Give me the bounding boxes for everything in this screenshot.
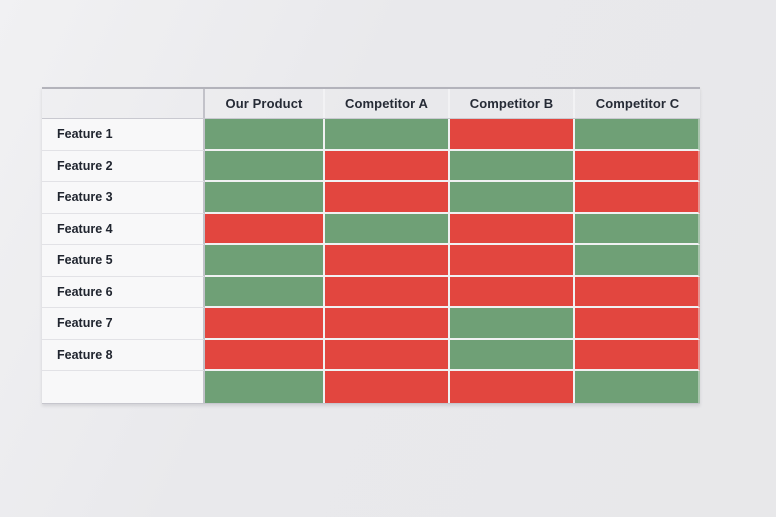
table-row: Feature 4 [42, 213, 700, 245]
table-header-row: Our Product Competitor A Competitor B Compe… [42, 89, 700, 119]
table-row: Feature 6 [42, 276, 700, 308]
status-cell-no [450, 276, 575, 308]
status-cell-yes [575, 119, 700, 151]
table-row: Feature 3 [42, 182, 700, 214]
feature-label: Feature 1 [42, 119, 205, 151]
status-cell-no [325, 150, 450, 182]
table-row: Feature 1 [42, 119, 700, 151]
feature-label [42, 371, 205, 403]
status-cell-no [205, 213, 325, 245]
table-row: Feature 5 [42, 245, 700, 277]
feature-label: Feature 3 [42, 182, 205, 214]
status-cell-no [450, 213, 575, 245]
status-cell-no [575, 150, 700, 182]
status-cell-yes [205, 276, 325, 308]
feature-comparison-table: Our Product Competitor A Competitor B Compe… [42, 87, 700, 404]
feature-label: Feature 4 [42, 213, 205, 245]
status-cell-no [325, 245, 450, 277]
status-cell-no [325, 371, 450, 403]
status-cell-no [205, 339, 325, 371]
status-cell-no [205, 308, 325, 340]
status-cell-yes [450, 182, 575, 214]
status-cell-yes [205, 245, 325, 277]
column-header: Competitor A [325, 89, 450, 118]
table-row: Feature 2 [42, 150, 700, 182]
status-cell-no [325, 339, 450, 371]
status-cell-yes [450, 308, 575, 340]
status-cell-yes [575, 213, 700, 245]
status-cell-no [575, 308, 700, 340]
table-row [42, 371, 700, 403]
status-cell-no [575, 276, 700, 308]
status-cell-yes [575, 245, 700, 277]
column-header: Competitor B [450, 89, 575, 118]
status-cell-yes [205, 371, 325, 403]
column-header: Competitor C [595, 96, 680, 111]
status-cell-yes [450, 339, 575, 371]
status-cell-no [325, 308, 450, 340]
status-cell-yes [325, 213, 450, 245]
column-header: Our Product [205, 89, 325, 118]
feature-label: Feature 8 [42, 339, 205, 371]
status-cell-no [325, 276, 450, 308]
status-cell-no [575, 339, 700, 371]
feature-label: Feature 6 [42, 276, 205, 308]
feature-label: Feature 5 [42, 245, 205, 277]
table-row: Feature 8 [42, 339, 700, 371]
status-cell-no [450, 245, 575, 277]
status-cell-yes [205, 182, 325, 214]
status-cell-no [325, 182, 450, 214]
status-cell-no [450, 119, 575, 151]
status-cell-yes [575, 371, 700, 403]
status-cell-no [575, 182, 700, 214]
corner-cell [42, 89, 205, 118]
feature-label: Feature 2 [42, 150, 205, 182]
table-row: Feature 7 [42, 308, 700, 340]
status-cell-yes [450, 150, 575, 182]
table-body: Feature 1 Feature 2 Feature 3 Feature 4 … [42, 119, 700, 403]
status-cell-yes [205, 150, 325, 182]
feature-label: Feature 7 [42, 308, 205, 340]
status-cell-yes [325, 119, 450, 151]
status-cell-no [450, 371, 575, 403]
status-cell-yes [205, 119, 325, 151]
